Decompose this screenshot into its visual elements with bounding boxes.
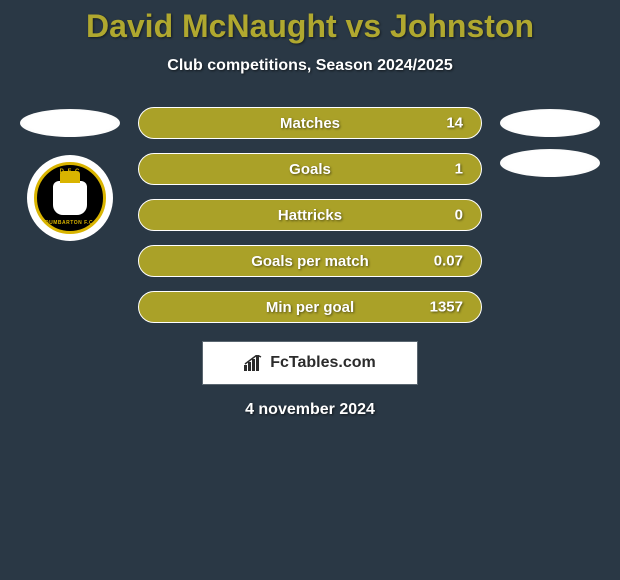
brand-box[interactable]: FcTables.com <box>202 341 418 385</box>
stat-label: Hattricks <box>278 207 342 224</box>
right-player-col <box>500 107 600 177</box>
stat-bar-mpg: Min per goal 1357 <box>138 291 482 323</box>
player-photo-placeholder-left <box>20 109 120 137</box>
bars-icon <box>244 355 264 371</box>
stat-bar-hattricks: Hattricks 0 <box>138 199 482 231</box>
stat-bar-matches: Matches 14 <box>138 107 482 139</box>
stat-value: 1357 <box>430 299 463 316</box>
stat-label: Goals <box>289 161 331 178</box>
stat-label: Matches <box>280 115 340 132</box>
brand-text: FcTables.com <box>270 354 376 372</box>
date-line: 4 november 2024 <box>245 401 375 419</box>
club-badge-left: D F C DUMBARTON F.C. <box>27 155 113 241</box>
stat-value: 14 <box>446 115 463 132</box>
stat-value: 0.07 <box>434 253 463 270</box>
stat-value: 1 <box>455 161 463 178</box>
stat-label: Min per goal <box>266 299 354 316</box>
stat-label: Goals per match <box>251 253 369 270</box>
club-badge-inner: D F C DUMBARTON F.C. <box>34 162 106 234</box>
badge-text-bottom: DUMBARTON F.C. <box>45 220 95 226</box>
stat-value: 0 <box>455 207 463 224</box>
stats-column: Matches 14 Goals 1 Hattricks 0 Goals per… <box>138 107 482 323</box>
subtitle: Club competitions, Season 2024/2025 <box>167 57 452 75</box>
main-row: D F C DUMBARTON F.C. Matches 14 Goals 1 … <box>0 107 620 323</box>
player-photo-placeholder-right <box>500 109 600 137</box>
left-player-col: D F C DUMBARTON F.C. <box>20 107 120 241</box>
stat-bar-goals: Goals 1 <box>138 153 482 185</box>
elephant-icon <box>53 181 87 215</box>
stat-bar-gpm: Goals per match 0.07 <box>138 245 482 277</box>
page-title: David McNaught vs Johnston <box>86 8 534 45</box>
comparison-card: David McNaught vs Johnston Club competit… <box>0 0 620 419</box>
club-badge-placeholder-right <box>500 149 600 177</box>
